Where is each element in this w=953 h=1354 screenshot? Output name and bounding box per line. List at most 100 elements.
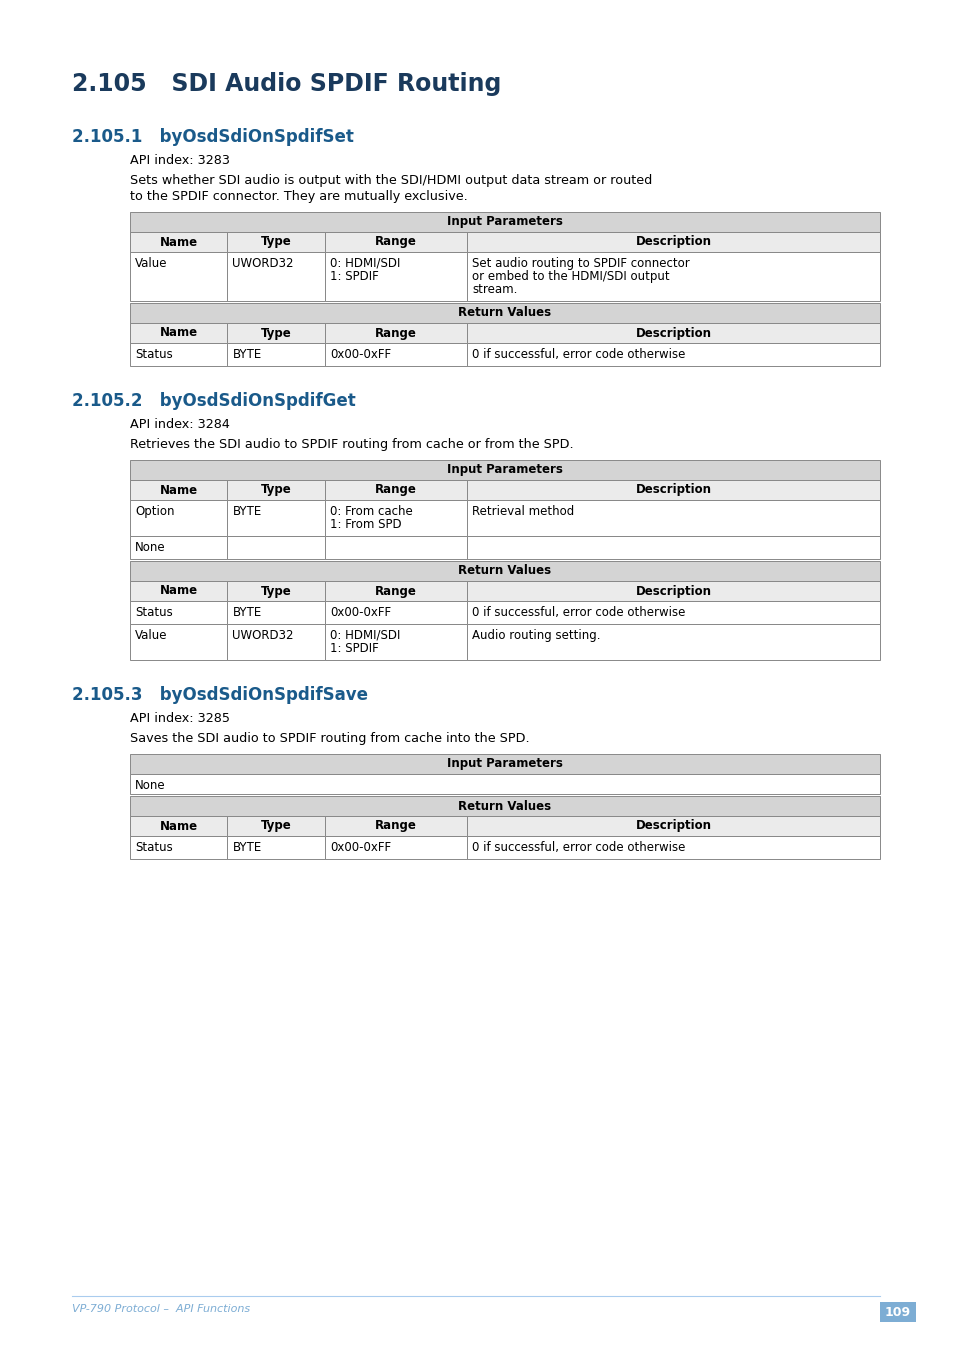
Bar xyxy=(467,835,879,858)
Bar xyxy=(227,252,325,301)
Bar xyxy=(325,252,467,301)
Bar xyxy=(130,816,879,835)
Text: Return Values: Return Values xyxy=(458,565,551,578)
Text: Name: Name xyxy=(159,819,197,833)
Text: 0 if successful, error code otherwise: 0 if successful, error code otherwise xyxy=(472,348,685,362)
Text: 0 if successful, error code otherwise: 0 if successful, error code otherwise xyxy=(472,841,685,854)
Text: Type: Type xyxy=(260,819,292,833)
Bar xyxy=(467,816,879,835)
Bar xyxy=(227,624,325,659)
Bar xyxy=(130,754,879,774)
Bar xyxy=(227,581,325,601)
Bar xyxy=(467,343,879,366)
Bar xyxy=(325,581,467,601)
Text: None: None xyxy=(135,779,166,792)
Bar xyxy=(227,816,325,835)
Bar xyxy=(467,601,879,624)
Bar xyxy=(130,481,227,500)
Text: None: None xyxy=(135,542,166,554)
Text: 0: HDMI/SDI: 0: HDMI/SDI xyxy=(330,630,400,642)
Bar xyxy=(130,581,879,601)
Text: VP-790 Protocol –  API Functions: VP-790 Protocol – API Functions xyxy=(71,1304,250,1313)
Bar xyxy=(467,324,879,343)
Bar xyxy=(467,232,879,252)
Bar xyxy=(227,601,325,624)
Bar xyxy=(467,252,879,301)
Bar xyxy=(130,324,227,343)
Text: API index: 3285: API index: 3285 xyxy=(130,712,230,724)
Text: Retrieval method: Retrieval method xyxy=(472,505,574,519)
Bar xyxy=(467,536,879,559)
Text: to the SPDIF connector. They are mutually exclusive.: to the SPDIF connector. They are mutuall… xyxy=(130,190,467,203)
Text: Set audio routing to SPDIF connector: Set audio routing to SPDIF connector xyxy=(472,257,690,269)
Text: Audio routing setting.: Audio routing setting. xyxy=(472,630,600,642)
Text: 0x00-0xFF: 0x00-0xFF xyxy=(330,841,391,854)
Bar xyxy=(227,835,325,858)
Bar xyxy=(325,601,467,624)
Text: 109: 109 xyxy=(884,1305,910,1319)
Text: Return Values: Return Values xyxy=(458,799,551,812)
Bar xyxy=(227,500,325,536)
Bar xyxy=(879,1303,915,1322)
Text: 0x00-0xFF: 0x00-0xFF xyxy=(330,607,391,619)
Bar xyxy=(130,213,879,232)
Text: 0: HDMI/SDI: 0: HDMI/SDI xyxy=(330,257,400,269)
Bar xyxy=(130,816,227,835)
Text: BYTE: BYTE xyxy=(233,607,261,619)
Bar xyxy=(325,536,467,559)
Text: Description: Description xyxy=(635,236,711,249)
Bar xyxy=(130,774,879,793)
Text: UWORD32: UWORD32 xyxy=(233,630,294,642)
Text: BYTE: BYTE xyxy=(233,505,261,519)
Bar xyxy=(130,581,227,601)
Text: Description: Description xyxy=(635,326,711,340)
Text: Name: Name xyxy=(159,585,197,597)
Text: 0x00-0xFF: 0x00-0xFF xyxy=(330,348,391,362)
Text: Range: Range xyxy=(375,236,416,249)
Text: BYTE: BYTE xyxy=(233,348,261,362)
Text: Status: Status xyxy=(135,607,172,619)
Bar xyxy=(130,500,227,536)
Text: Option: Option xyxy=(135,505,174,519)
Bar xyxy=(130,481,879,500)
Bar xyxy=(227,343,325,366)
Text: 2.105.3   byOsdSdiOnSpdifSave: 2.105.3 byOsdSdiOnSpdifSave xyxy=(71,686,368,704)
Text: 0: From cache: 0: From cache xyxy=(330,505,413,519)
Text: Type: Type xyxy=(260,483,292,497)
Bar xyxy=(130,232,879,252)
Bar xyxy=(130,601,227,624)
Text: 1: SPDIF: 1: SPDIF xyxy=(330,642,378,655)
Bar xyxy=(130,303,879,324)
Text: 1: From SPD: 1: From SPD xyxy=(330,519,401,531)
Bar xyxy=(467,581,879,601)
Text: Status: Status xyxy=(135,841,172,854)
Bar xyxy=(130,232,227,252)
Text: Name: Name xyxy=(159,236,197,249)
Bar xyxy=(325,624,467,659)
Text: Retrieves the SDI audio to SPDIF routing from cache or from the SPD.: Retrieves the SDI audio to SPDIF routing… xyxy=(130,437,573,451)
Text: Name: Name xyxy=(159,483,197,497)
Text: Type: Type xyxy=(260,585,292,597)
Bar xyxy=(130,252,227,301)
Bar xyxy=(130,835,227,858)
Bar xyxy=(325,835,467,858)
Text: stream.: stream. xyxy=(472,283,517,297)
Text: Name: Name xyxy=(159,326,197,340)
Text: Range: Range xyxy=(375,585,416,597)
Bar xyxy=(130,796,879,816)
Bar xyxy=(325,816,467,835)
Text: Type: Type xyxy=(260,236,292,249)
Bar xyxy=(467,624,879,659)
Bar xyxy=(227,232,325,252)
Text: Input Parameters: Input Parameters xyxy=(447,215,562,229)
Text: Description: Description xyxy=(635,483,711,497)
Text: Range: Range xyxy=(375,483,416,497)
Bar xyxy=(325,324,467,343)
Bar xyxy=(130,561,879,581)
Bar xyxy=(467,481,879,500)
Text: Input Parameters: Input Parameters xyxy=(447,463,562,477)
Bar xyxy=(130,343,227,366)
Text: Value: Value xyxy=(135,257,168,269)
Text: Range: Range xyxy=(375,326,416,340)
Bar xyxy=(325,343,467,366)
